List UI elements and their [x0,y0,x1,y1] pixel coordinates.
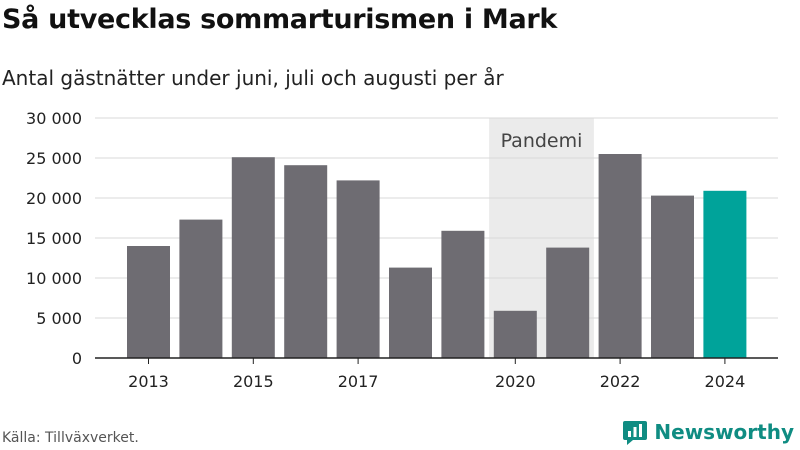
bar-2023[interactable] [651,195,694,358]
bar-2020[interactable] [493,310,537,358]
source-note: Källa: Tillväxverket. [2,430,139,446]
y-tick-label: 0 [72,349,82,368]
x-tick-label: 2017 [338,372,379,391]
pandemic-label: Pandemi [501,130,583,152]
bar-2021[interactable] [546,247,590,358]
bar-2018[interactable] [389,267,432,358]
brand-name: Newsworthy [654,420,794,444]
bar-2024[interactable] [703,190,747,358]
x-tick-label: 2022 [600,372,641,391]
y-tick-label: 20 000 [26,189,82,208]
bar-2022[interactable] [598,154,642,358]
bar-2016[interactable] [284,165,328,358]
chart-title: Så utvecklas sommarturismen i Mark [2,4,558,35]
bar-2017[interactable] [336,180,380,358]
x-tick-label: 2020 [495,372,536,391]
x-tick-label: 2013 [128,372,169,391]
chart-subtitle: Antal gästnätter under juni, juli och au… [2,66,504,90]
bar-2014[interactable] [179,219,223,358]
newsworthy-brand[interactable]: Newsworthy [623,419,794,445]
bar-2013[interactable] [127,246,170,358]
y-tick-label: 10 000 [26,269,82,288]
bar-chart: Pandemi 0 5 000 10 000 15 000 20 000 25 000 30… [26,109,778,391]
x-tick-label: 2015 [233,372,274,391]
y-tick-label: 15 000 [26,229,82,248]
newsworthy-chart-logo-icon [623,421,648,445]
bar-2019[interactable] [441,230,485,358]
x-tick-label: 2024 [705,372,746,391]
y-tick-label: 5 000 [36,309,82,328]
y-tick-label: 30 000 [26,109,82,128]
y-tick-label: 25 000 [26,149,82,168]
bar-2015[interactable] [231,157,275,358]
